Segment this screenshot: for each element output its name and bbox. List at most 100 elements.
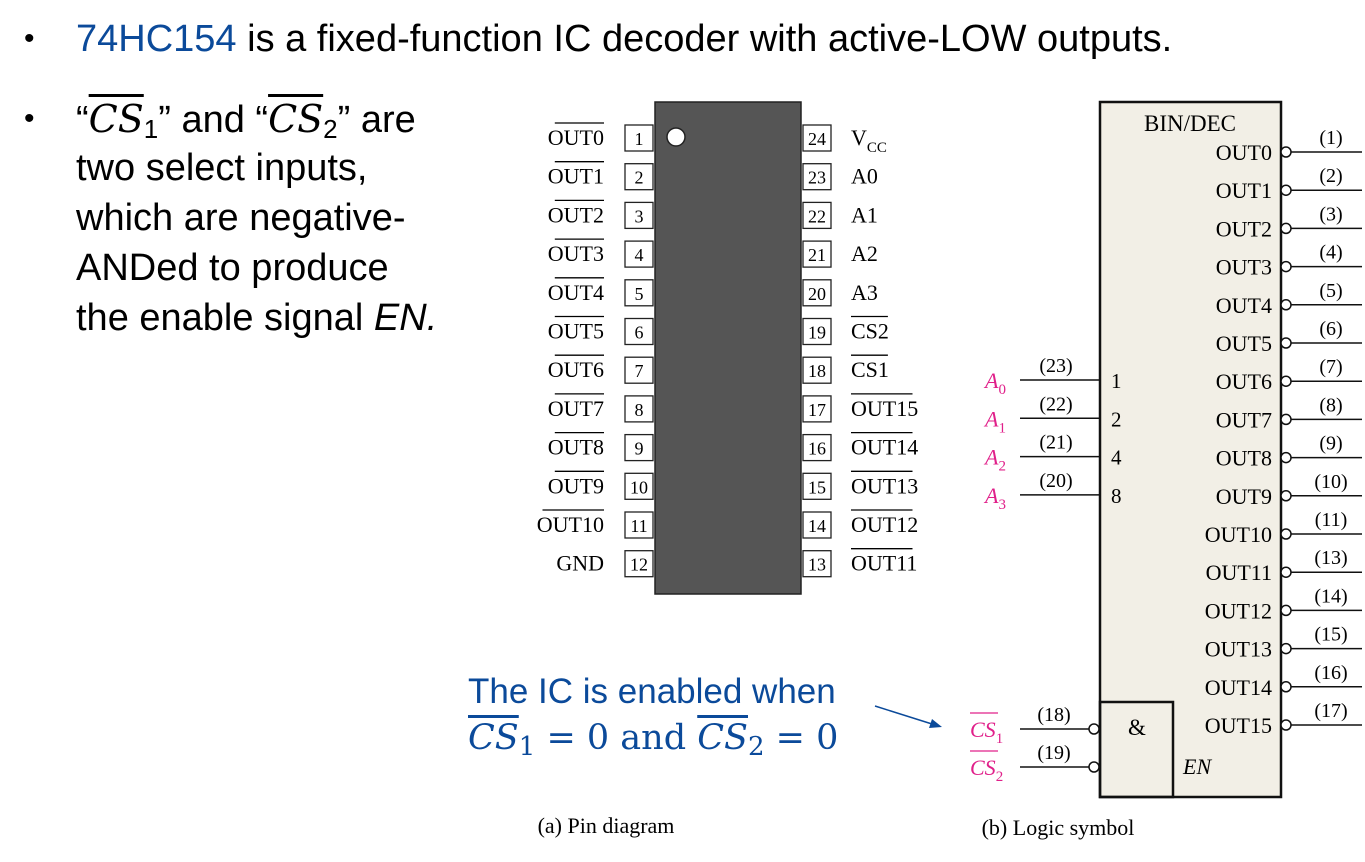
pin-box-left xyxy=(624,550,654,578)
output-label: OUT10 xyxy=(1205,522,1272,547)
output-pin-number: (1) xyxy=(1319,127,1342,149)
output-pin-number: (6) xyxy=(1319,318,1342,340)
pin-label-left: OUT6 xyxy=(548,357,604,382)
inversion-bubble xyxy=(1280,528,1292,540)
callout-line-2: CS1 = 0 and CS2 = 0 xyxy=(468,718,839,762)
symbol-body xyxy=(1098,100,1283,799)
pin-label-left: OUT3 xyxy=(548,241,604,266)
input-pin-number: (22) xyxy=(1039,393,1072,415)
output-label: OUT15 xyxy=(1205,713,1272,738)
pin-label-left: OUT5 xyxy=(548,319,604,344)
pin-number: 1 xyxy=(635,129,644,149)
pin-label-right: A2 xyxy=(851,241,878,266)
input-weight: 4 xyxy=(1111,446,1122,470)
output-label: OUT12 xyxy=(1205,598,1272,623)
output-label: OUT14 xyxy=(1205,675,1272,700)
input-pin-number: (23) xyxy=(1039,355,1072,377)
input-weight: 1 xyxy=(1111,369,1122,393)
pin-label-left: OUT4 xyxy=(548,280,604,305)
chip-body xyxy=(654,101,802,595)
input-weight: 8 xyxy=(1111,484,1122,508)
pin-box-right xyxy=(802,163,832,191)
pin-label-right: OUT14 xyxy=(851,435,918,460)
pin-label-left: OUT1 xyxy=(548,164,604,189)
pin-label-left: OUT9 xyxy=(548,473,604,498)
enable-and-block xyxy=(1098,700,1175,799)
pin-box-right xyxy=(802,240,832,268)
pin-number: 4 xyxy=(635,245,644,265)
inversion-bubble xyxy=(1280,451,1292,464)
logic-symbol: BIN/DEC & EN OUT0 (1) OUT1 (2) OUT2 (3) OUT3 (4… xyxy=(970,100,1362,840)
inversion-bubble xyxy=(1280,299,1292,311)
enable-input-label: CS2 xyxy=(970,755,1003,785)
pin-label-right: OUT15 xyxy=(851,396,918,421)
bullet-2-line-3: which are negative- xyxy=(76,197,406,239)
pin-number: 20 xyxy=(808,284,826,304)
pin-number: 23 xyxy=(808,168,826,188)
output-label: OUT13 xyxy=(1205,637,1272,662)
pin-box-left xyxy=(624,395,654,423)
pin-box-right xyxy=(802,550,832,578)
pin-label-left: OUT2 xyxy=(548,202,604,227)
pin-number: 24 xyxy=(808,129,826,149)
pin-box-left xyxy=(624,279,654,307)
pin-number: 13 xyxy=(808,555,826,575)
output-label: OUT11 xyxy=(1206,560,1272,585)
callout-arrow xyxy=(874,705,942,728)
inversion-bubble xyxy=(1280,490,1292,502)
pin-number: 9 xyxy=(635,439,644,459)
bullet-1-rest: is a fixed-function IC decoder with acti… xyxy=(236,18,1173,60)
enable-input-label: CS1 xyxy=(970,717,1003,747)
pin-box-right xyxy=(802,511,832,539)
pin-box-left xyxy=(624,240,654,268)
pin-diagram: 1OUT02OUT13OUT24OUT35OUT46OUT57OUT68OUT7… xyxy=(537,101,918,838)
pin-label-left: OUT10 xyxy=(537,512,604,537)
address-input-label: A3 xyxy=(983,483,1006,513)
pin-box-right xyxy=(802,433,832,462)
pin-box-right xyxy=(802,356,832,384)
inversion-bubble xyxy=(1280,184,1292,196)
bullet-dot-2: • xyxy=(24,102,35,135)
output-label: OUT7 xyxy=(1216,407,1272,432)
pin-number: 22 xyxy=(808,206,826,226)
inversion-bubble xyxy=(1280,566,1292,578)
output-pin-number: (7) xyxy=(1319,356,1342,378)
inversion-bubble xyxy=(1280,642,1292,655)
pin-box-right xyxy=(802,395,832,423)
pin-number: 16 xyxy=(808,439,826,459)
pin-label-left: OUT8 xyxy=(548,435,604,460)
input-pin-number: (21) xyxy=(1039,432,1072,454)
inversion-bubble xyxy=(1088,723,1100,735)
input-pin-number: (20) xyxy=(1039,470,1072,492)
output-label: OUT9 xyxy=(1216,484,1272,509)
pin-number: 17 xyxy=(808,400,826,420)
pin-box-left xyxy=(624,124,654,152)
inversion-bubble xyxy=(1280,719,1292,731)
output-pin-number: (5) xyxy=(1319,280,1342,302)
part-name: 74HC154 xyxy=(76,18,237,60)
output-pin-number: (8) xyxy=(1319,394,1342,416)
output-pin-number: (17) xyxy=(1314,700,1347,722)
pin-label-left: GND xyxy=(556,551,604,576)
bullet-dot-1: • xyxy=(24,22,35,55)
output-pin-number: (15) xyxy=(1314,624,1347,646)
cs1-symbol: CS xyxy=(88,97,144,141)
address-input-label: A2 xyxy=(983,445,1006,475)
output-label: OUT2 xyxy=(1216,216,1272,241)
output-pin-number: (14) xyxy=(1314,585,1347,607)
address-input-label: A1 xyxy=(983,406,1006,436)
pin-box-right xyxy=(802,124,832,152)
pin-number: 15 xyxy=(808,477,826,497)
inversion-bubble xyxy=(1088,761,1100,773)
symbol-title: BIN/DEC xyxy=(1144,111,1236,136)
pin-box-right xyxy=(802,472,832,500)
output-label: OUT8 xyxy=(1216,446,1272,471)
inversion-bubble xyxy=(1280,337,1292,349)
pin-number: 12 xyxy=(630,555,648,575)
pin-number: 2 xyxy=(635,168,644,188)
pin-number: 7 xyxy=(635,361,644,381)
inversion-bubble xyxy=(1280,681,1292,693)
pin-number: 18 xyxy=(808,361,826,381)
pin-label-right: CS1 xyxy=(851,357,889,382)
